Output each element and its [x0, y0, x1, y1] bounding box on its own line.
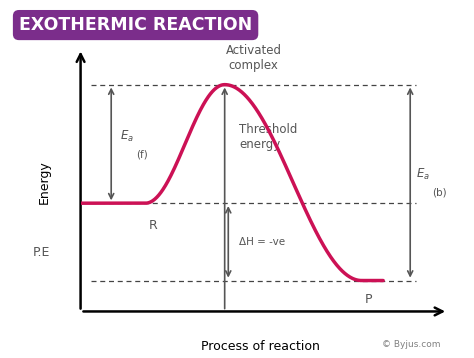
- Text: Threshold
energy: Threshold energy: [239, 123, 298, 151]
- Text: P.E: P.E: [32, 246, 50, 259]
- Text: EXOTHERMIC REACTION: EXOTHERMIC REACTION: [19, 16, 252, 34]
- Text: (f): (f): [137, 149, 148, 159]
- Text: $E_a$: $E_a$: [120, 129, 134, 144]
- Text: (b): (b): [432, 188, 447, 198]
- Text: Energy: Energy: [38, 161, 51, 204]
- Text: R: R: [149, 219, 158, 232]
- Text: P: P: [365, 294, 373, 306]
- Text: © Byjus.com: © Byjus.com: [383, 340, 441, 349]
- Text: Activated
complex: Activated complex: [226, 44, 282, 72]
- Text: Process of reaction: Process of reaction: [201, 340, 320, 353]
- Text: $E_a$: $E_a$: [416, 167, 429, 182]
- Text: ΔH = -ve: ΔH = -ve: [239, 237, 285, 247]
